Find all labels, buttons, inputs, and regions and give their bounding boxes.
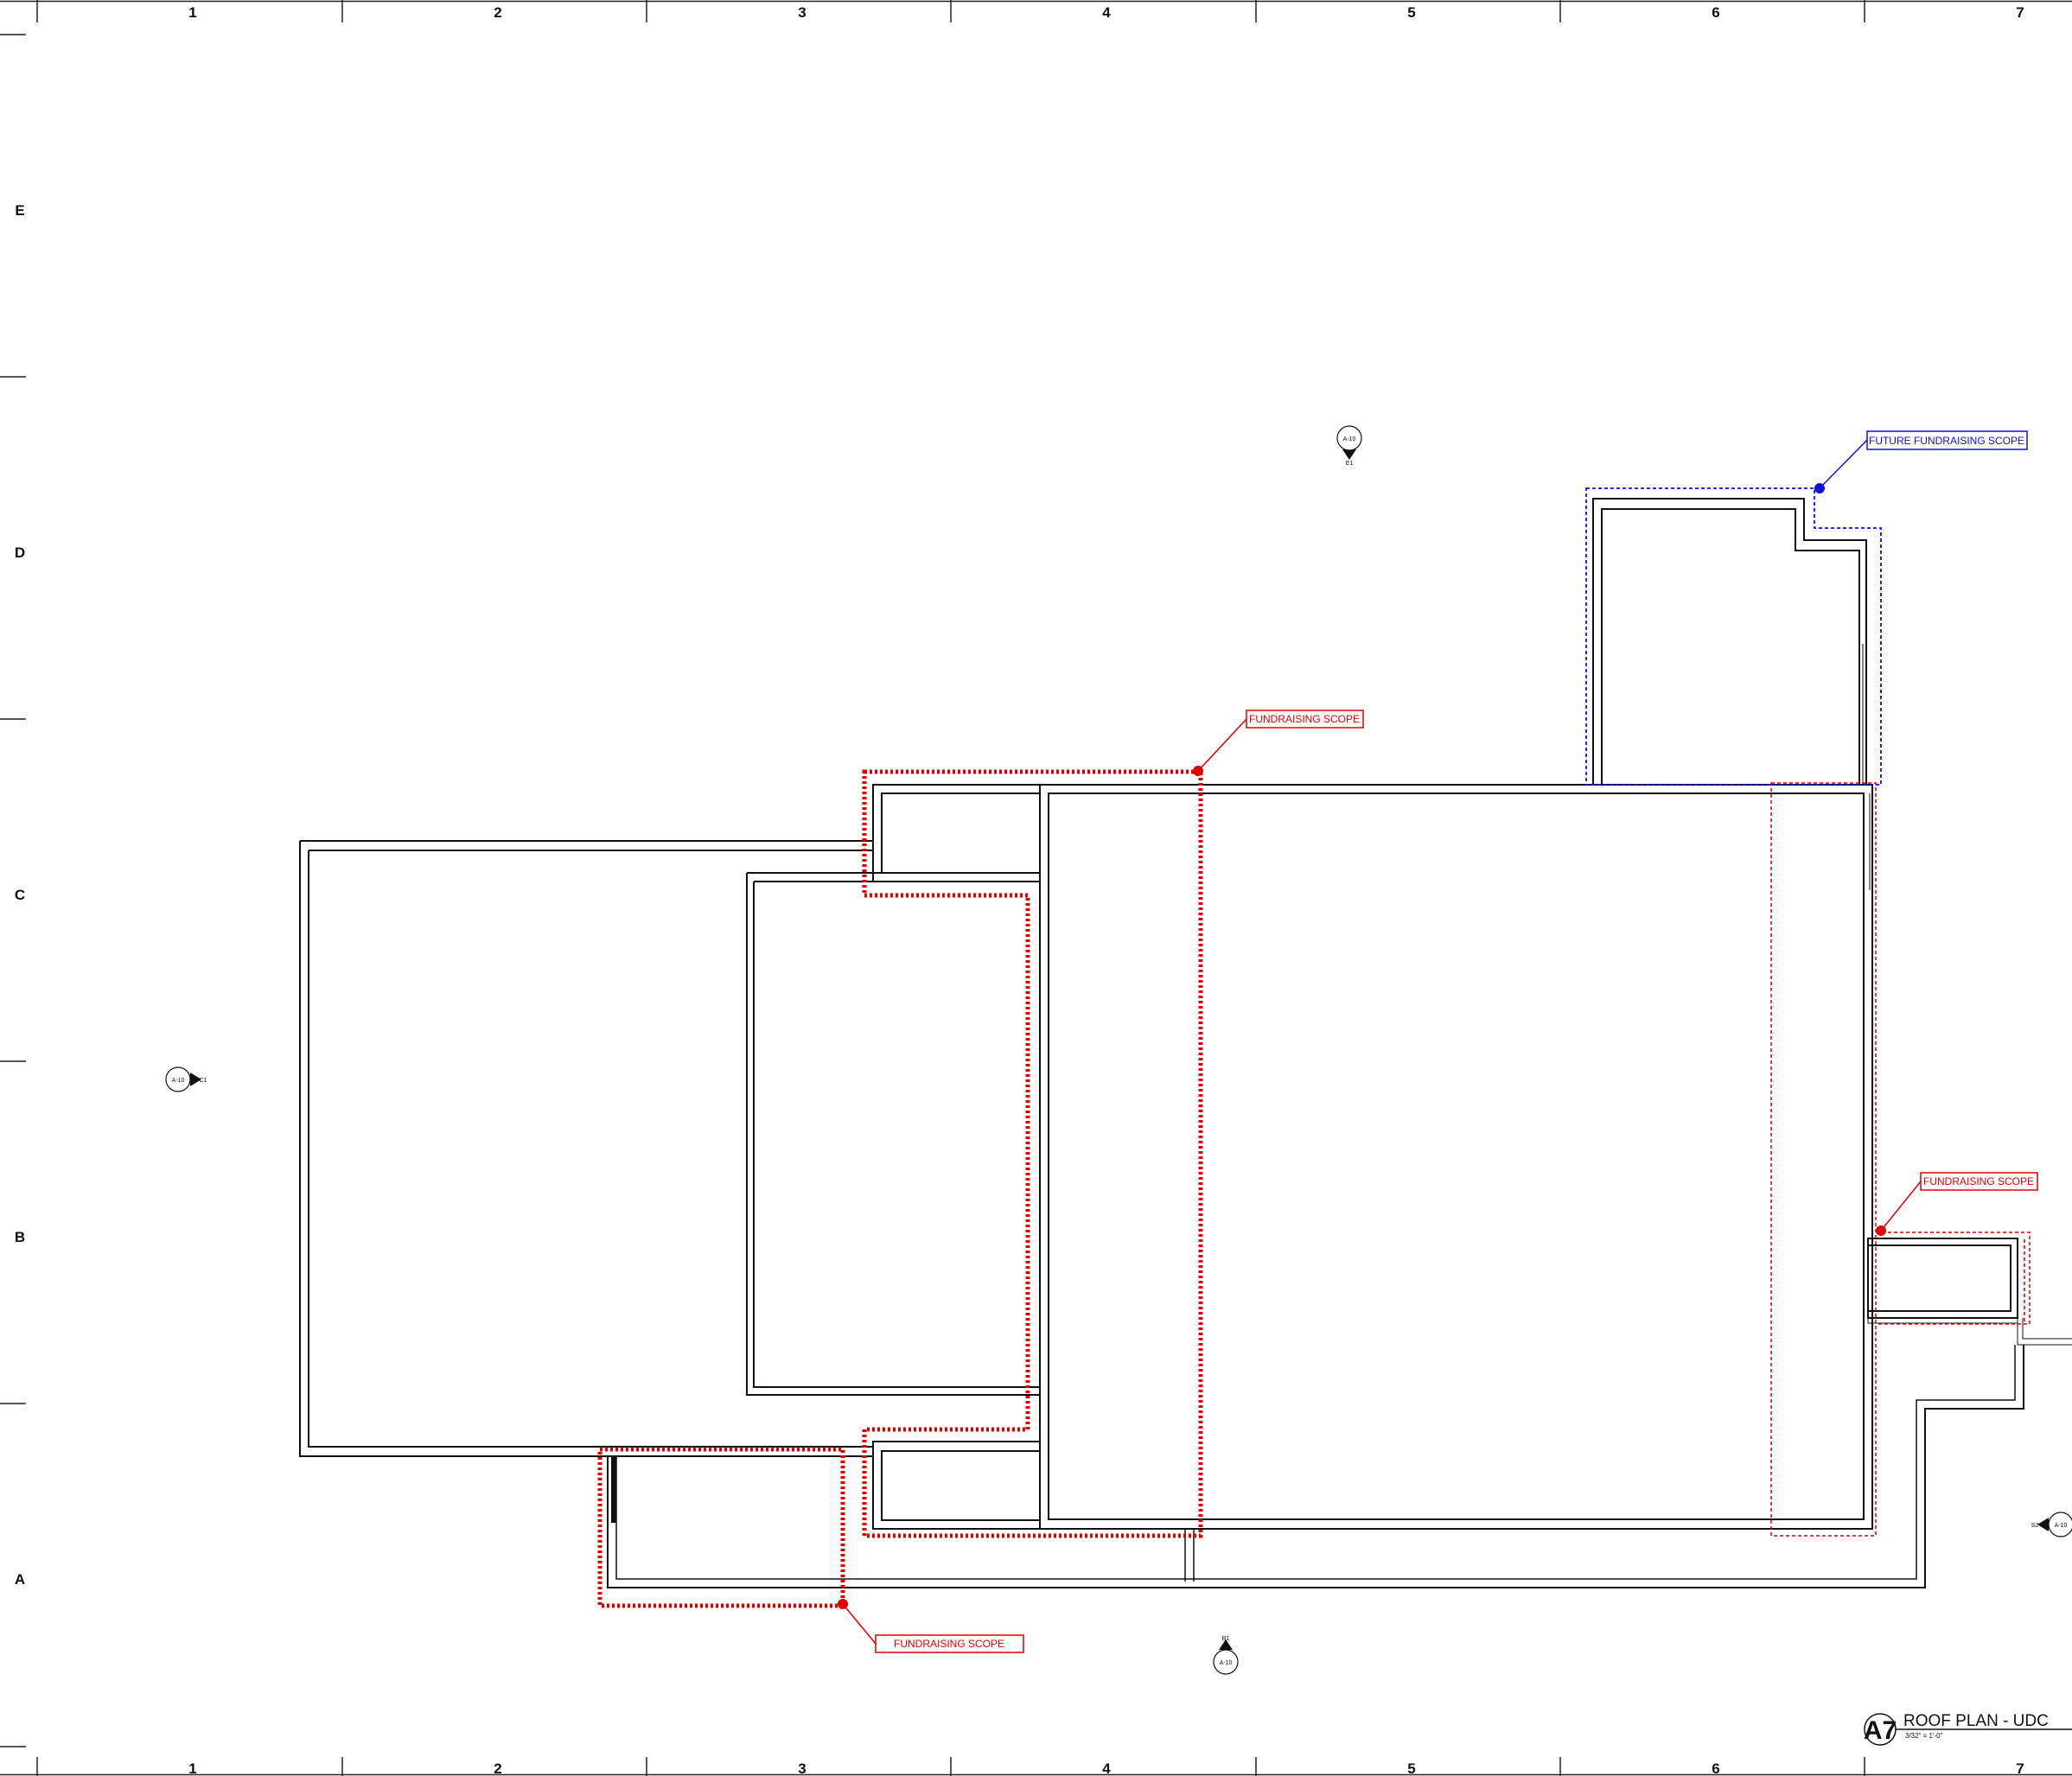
view-scale: 3/32" = 1'-0" bbox=[1905, 1732, 1943, 1740]
future-fundraising-scope-area bbox=[1585, 487, 1882, 786]
section-tag-left: A-10 C1 bbox=[165, 1066, 207, 1092]
east-box-outer bbox=[1867, 1238, 2018, 1319]
west-wing-inner bbox=[308, 850, 873, 1448]
view-title-block: A7 ROOF PLAN - UDC 3/32" = 1'-0" bbox=[1864, 1712, 2072, 1746]
svg-text:B1: B1 bbox=[1222, 1636, 1230, 1642]
nw-small-box-outer bbox=[872, 784, 1041, 882]
grid-col-label: 5 bbox=[1407, 4, 1415, 21]
section-tag-top: A-10 E1 bbox=[1336, 425, 1362, 467]
west-wing-outer bbox=[299, 840, 873, 1457]
south-canopy bbox=[607, 1345, 2024, 1588]
middle-block-outer bbox=[746, 872, 1040, 1396]
callout-future-label: FUTURE FUNDRAISING SCOPE bbox=[1869, 435, 2024, 447]
grid-col-label: 3 bbox=[798, 1760, 806, 1776]
svg-text:A-10: A-10 bbox=[172, 1078, 185, 1084]
grid-col-label: 6 bbox=[1712, 4, 1719, 21]
grid-col-label: 2 bbox=[494, 1760, 501, 1776]
section-tag-right: A-10 S2 bbox=[2031, 1512, 2072, 1537]
svg-text:S2: S2 bbox=[2031, 1523, 2039, 1529]
callout-scope-right: FUNDRAISING SCOPE bbox=[1876, 1172, 2038, 1236]
grid-col-label: 1 bbox=[188, 1760, 196, 1776]
grid-col-label: 7 bbox=[2016, 1760, 2024, 1776]
grid-column-labels-bottom: 1 2 3 4 5 6 7 bbox=[188, 1760, 2024, 1776]
view-mark: A7 bbox=[1864, 1716, 1897, 1745]
grid-col-label: 6 bbox=[1712, 1760, 1719, 1776]
fundraising-scope-east bbox=[1770, 782, 2031, 1537]
grid-col-label: 5 bbox=[1407, 1760, 1415, 1776]
grid-row-label: D bbox=[15, 544, 25, 561]
fundraising-scope-areas bbox=[597, 769, 1203, 1608]
grid-row-label: B bbox=[15, 1229, 25, 1245]
ne-annex-inner bbox=[1601, 508, 1860, 785]
grid-row-label: E bbox=[15, 202, 24, 219]
svg-text:A-10: A-10 bbox=[1343, 436, 1356, 442]
grid-row-labels: E D C B A bbox=[15, 202, 25, 1588]
east-box-inner bbox=[1867, 1244, 2011, 1312]
nw-small-box-inner bbox=[881, 793, 1041, 874]
section-tag-bottom: A-10 B1 bbox=[1213, 1636, 1239, 1675]
callout-top-label: FUNDRAISING SCOPE bbox=[1249, 713, 1360, 725]
callout-scope-top: FUNDRAISING SCOPE bbox=[1193, 710, 1364, 776]
svg-text:C1: C1 bbox=[200, 1078, 207, 1084]
svg-text:A-10: A-10 bbox=[1220, 1660, 1233, 1666]
svg-text:A-10: A-10 bbox=[2055, 1523, 2068, 1529]
scope-south bbox=[597, 1447, 845, 1608]
sw-small-box-inner bbox=[881, 1450, 1041, 1521]
scope-north-west bbox=[862, 769, 1203, 1538]
grid-row-label: C bbox=[15, 887, 25, 903]
svg-text:E1: E1 bbox=[1346, 461, 1354, 467]
grid-col-label: 7 bbox=[2016, 4, 2024, 21]
grid-col-label: 3 bbox=[798, 4, 806, 21]
roof-outlines bbox=[299, 498, 2072, 1588]
ne-annex-outer bbox=[1592, 498, 1867, 785]
grid-col-label: 4 bbox=[1102, 4, 1111, 21]
sw-small-box-outer bbox=[872, 1441, 1041, 1530]
main-hall-outer bbox=[1039, 784, 1873, 1530]
grid-col-label: 2 bbox=[494, 4, 501, 21]
grid-col-label: 1 bbox=[188, 4, 196, 21]
callout-right-label: FUNDRAISING SCOPE bbox=[1923, 1175, 2034, 1187]
main-hall-inner bbox=[1048, 793, 1865, 1520]
callout-scope-bottom: FUNDRAISING SCOPE bbox=[838, 1599, 1024, 1653]
view-title: ROOF PLAN - UDC bbox=[1903, 1712, 2049, 1730]
callout-bottom-label: FUNDRAISING SCOPE bbox=[894, 1638, 1004, 1650]
grid-column-labels-top: 1 2 3 4 5 6 7 bbox=[188, 4, 2024, 21]
callout-future-scope: FUTURE FUNDRAISING SCOPE bbox=[1814, 430, 2028, 493]
middle-block-inner bbox=[753, 881, 1040, 1388]
grid-row-label: A bbox=[15, 1571, 25, 1588]
grid-col-label: 4 bbox=[1102, 1760, 1111, 1776]
